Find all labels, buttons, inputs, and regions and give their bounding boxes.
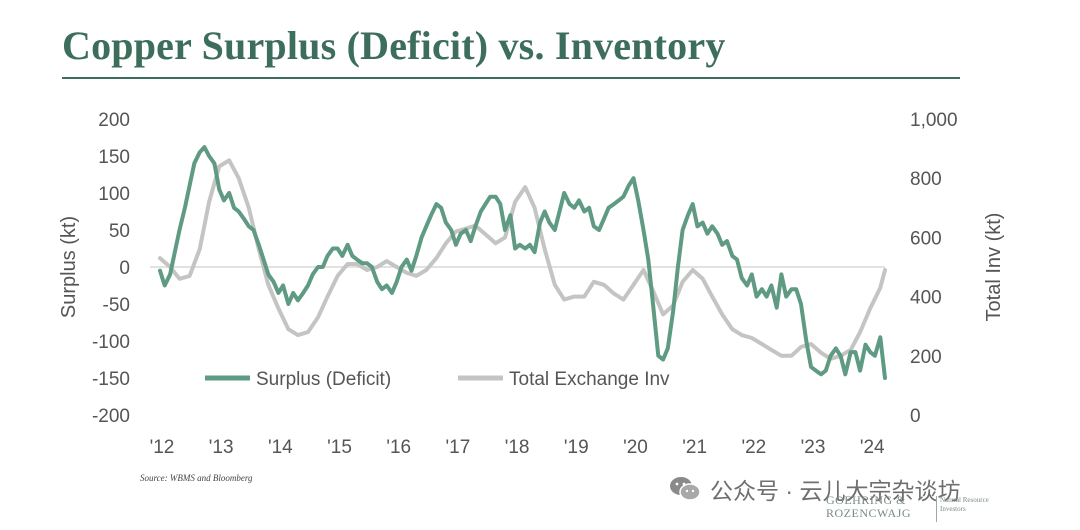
brand-logo: GOEHRING & ROZENCWAJG: [826, 494, 911, 520]
x-tick: '16: [386, 437, 411, 458]
source-note: Source: WBMS and Bloomberg: [140, 473, 253, 483]
y-left-tick: 200: [98, 110, 130, 131]
x-tick: '22: [741, 437, 766, 458]
legend-label-surplus: Surplus (Deficit): [256, 369, 391, 390]
y-left-tick: -50: [103, 295, 130, 316]
y-left-tick: 50: [109, 221, 130, 242]
brand-sub1: Natural Resource: [940, 496, 989, 504]
series-line-total-exchange-inv: [158, 158, 887, 361]
y-left-tick: 100: [98, 184, 130, 205]
y-right-tick: 0: [910, 406, 921, 427]
y-right-tick-labels: 1,000 800 600 400 200 0: [910, 110, 958, 427]
x-tick: '20: [623, 437, 648, 458]
y-right-tick: 600: [910, 228, 942, 249]
x-tick: '24: [860, 437, 885, 458]
x-tick: '12: [150, 437, 175, 458]
title-underline: [62, 77, 960, 79]
legend-label-inventory: Total Exchange Inv: [509, 369, 670, 390]
y-left-tick: -200: [92, 406, 130, 427]
brand-line1: GOEHRING &: [826, 493, 906, 507]
y-right-tick: 800: [910, 169, 942, 190]
x-tick: '23: [801, 437, 826, 458]
wechat-icon: [670, 477, 701, 501]
watermark: 公众号 · 云儿大宗杂谈坊: [668, 472, 960, 506]
chart-title: Copper Surplus (Deficit) vs. Inventory: [62, 23, 726, 68]
x-tick-labels: '12 '13 '14 '15 '16 '17 '18 '19 '20 '21 '22 '23 '24: [150, 437, 885, 458]
x-tick: '21: [682, 437, 707, 458]
series-layer: [158, 145, 887, 380]
x-tick: '13: [209, 437, 234, 458]
x-tick: '15: [327, 437, 352, 458]
y-right-tick: 400: [910, 288, 942, 309]
y-right-tick: 1,000: [910, 110, 958, 131]
brand-sub2: Investors: [940, 505, 966, 513]
x-tick: '18: [505, 437, 530, 458]
brand-separator: [936, 496, 937, 522]
brand-line2: ROZENCWAJG: [826, 506, 911, 520]
y2-axis-label: Total Inv (kt): [983, 213, 1005, 322]
y-left-tick-labels: 200 150 100 50 0 -50 -100 -150 -200: [92, 110, 130, 427]
series-line-surplus-deficit: [158, 145, 887, 380]
y-left-tick: 150: [98, 147, 130, 168]
x-tick: '14: [268, 437, 293, 458]
watermark-text: 公众号 · 云儿大宗杂谈坊: [710, 478, 961, 504]
brand-subtitle: Natural Resource Investors: [940, 496, 989, 514]
x-tick: '17: [446, 437, 471, 458]
legend: Surplus (Deficit) Total Exchange Inv: [205, 369, 670, 390]
y-left-tick: -150: [92, 369, 130, 390]
y-right-tick: 200: [910, 347, 942, 368]
y-axis-label: Surplus (kt): [58, 216, 80, 318]
y-left-tick: 0: [119, 258, 130, 279]
y-left-tick: -100: [92, 332, 130, 353]
x-tick: '19: [564, 437, 589, 458]
